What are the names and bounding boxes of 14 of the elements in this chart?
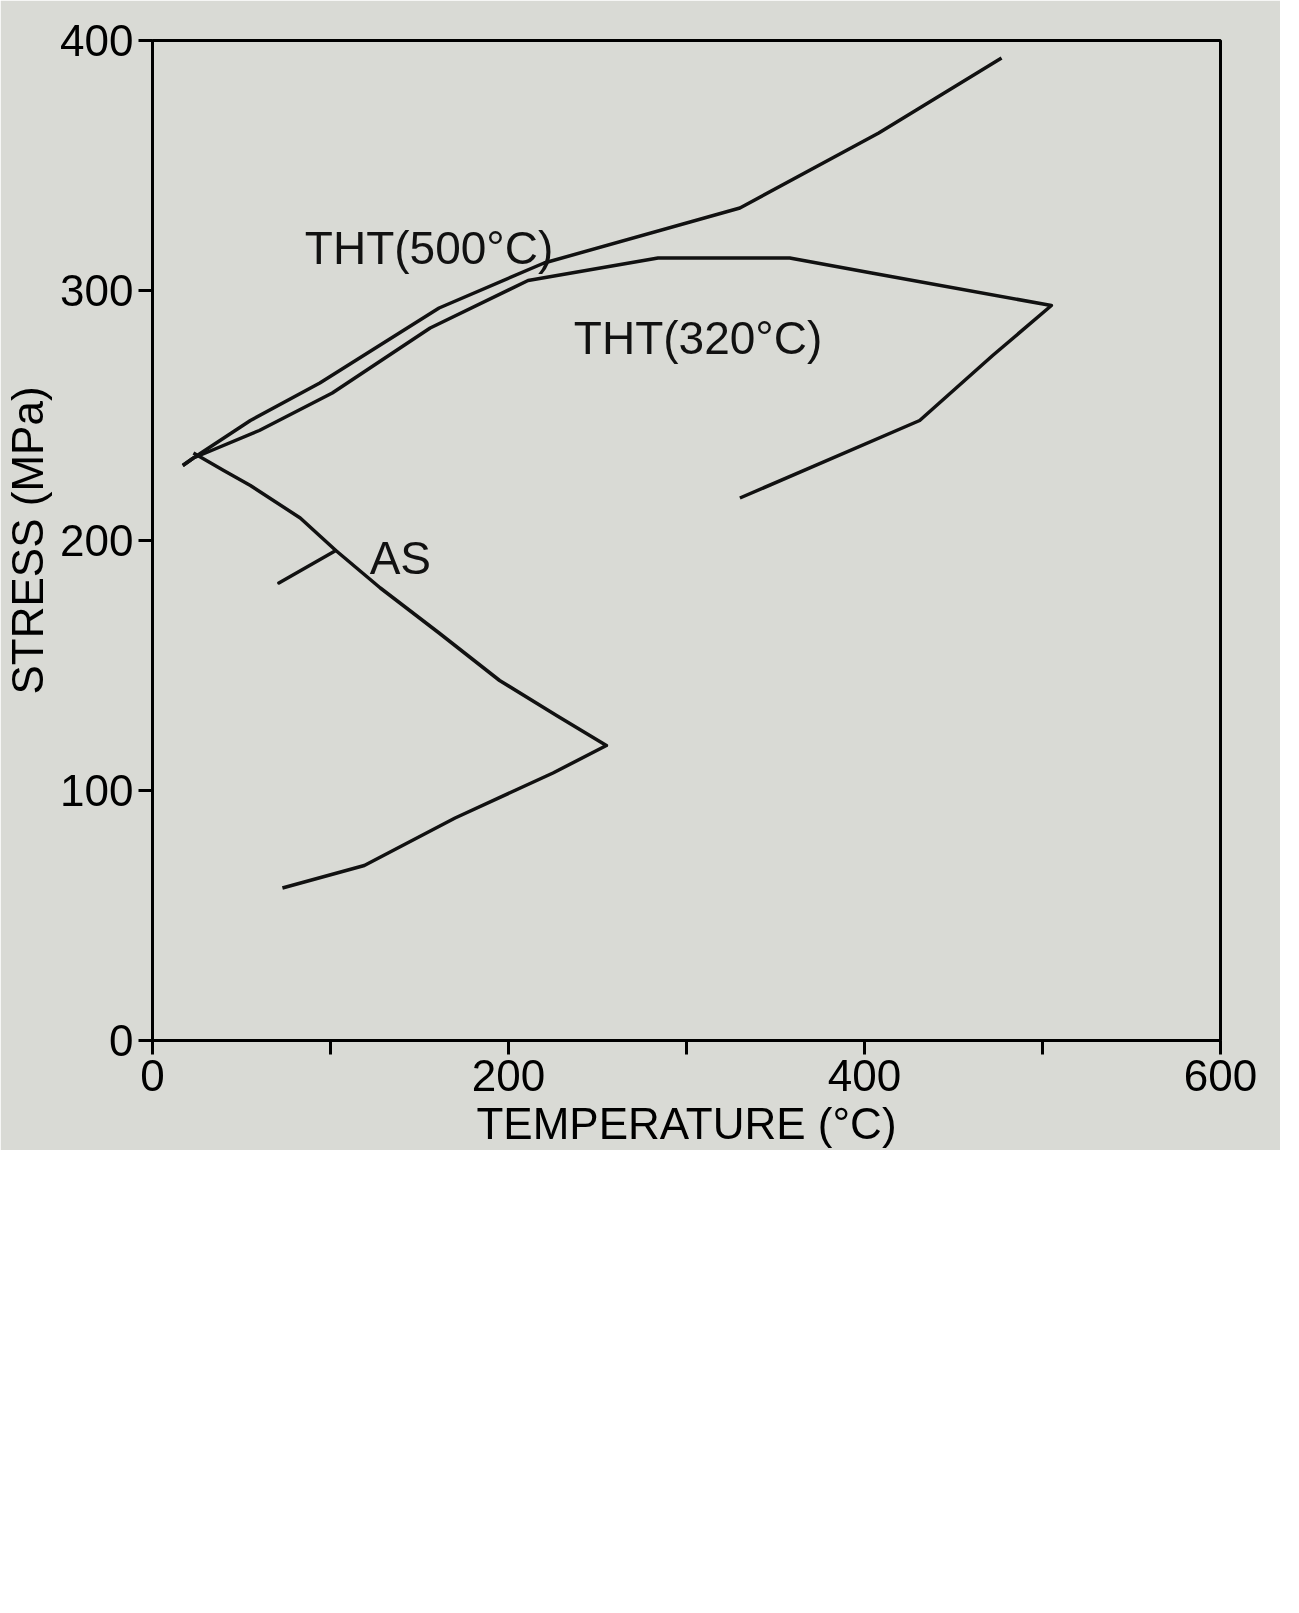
y-tick-label: 100 [60,766,134,815]
x-tick-label: 0 [140,1050,165,1100]
series-label: AS [369,532,432,584]
x-tick-label: 200 [471,1050,546,1100]
x-tick-label: 400 [827,1050,902,1100]
x-axis-title: TEMPERATURE (°C) [476,1098,897,1148]
y-axis-title: STRESS (MPa) [3,386,53,695]
series-label: THT(320°C) [573,312,823,364]
y-tick-label: 0 [109,1016,134,1065]
x-tick-label: 600 [1183,1050,1258,1100]
y-tick-label: 200 [60,516,134,565]
series-label: THT(500°C) [304,222,554,274]
y-tick-label: 300 [60,266,134,315]
y-tick-label: 400 [60,16,134,65]
